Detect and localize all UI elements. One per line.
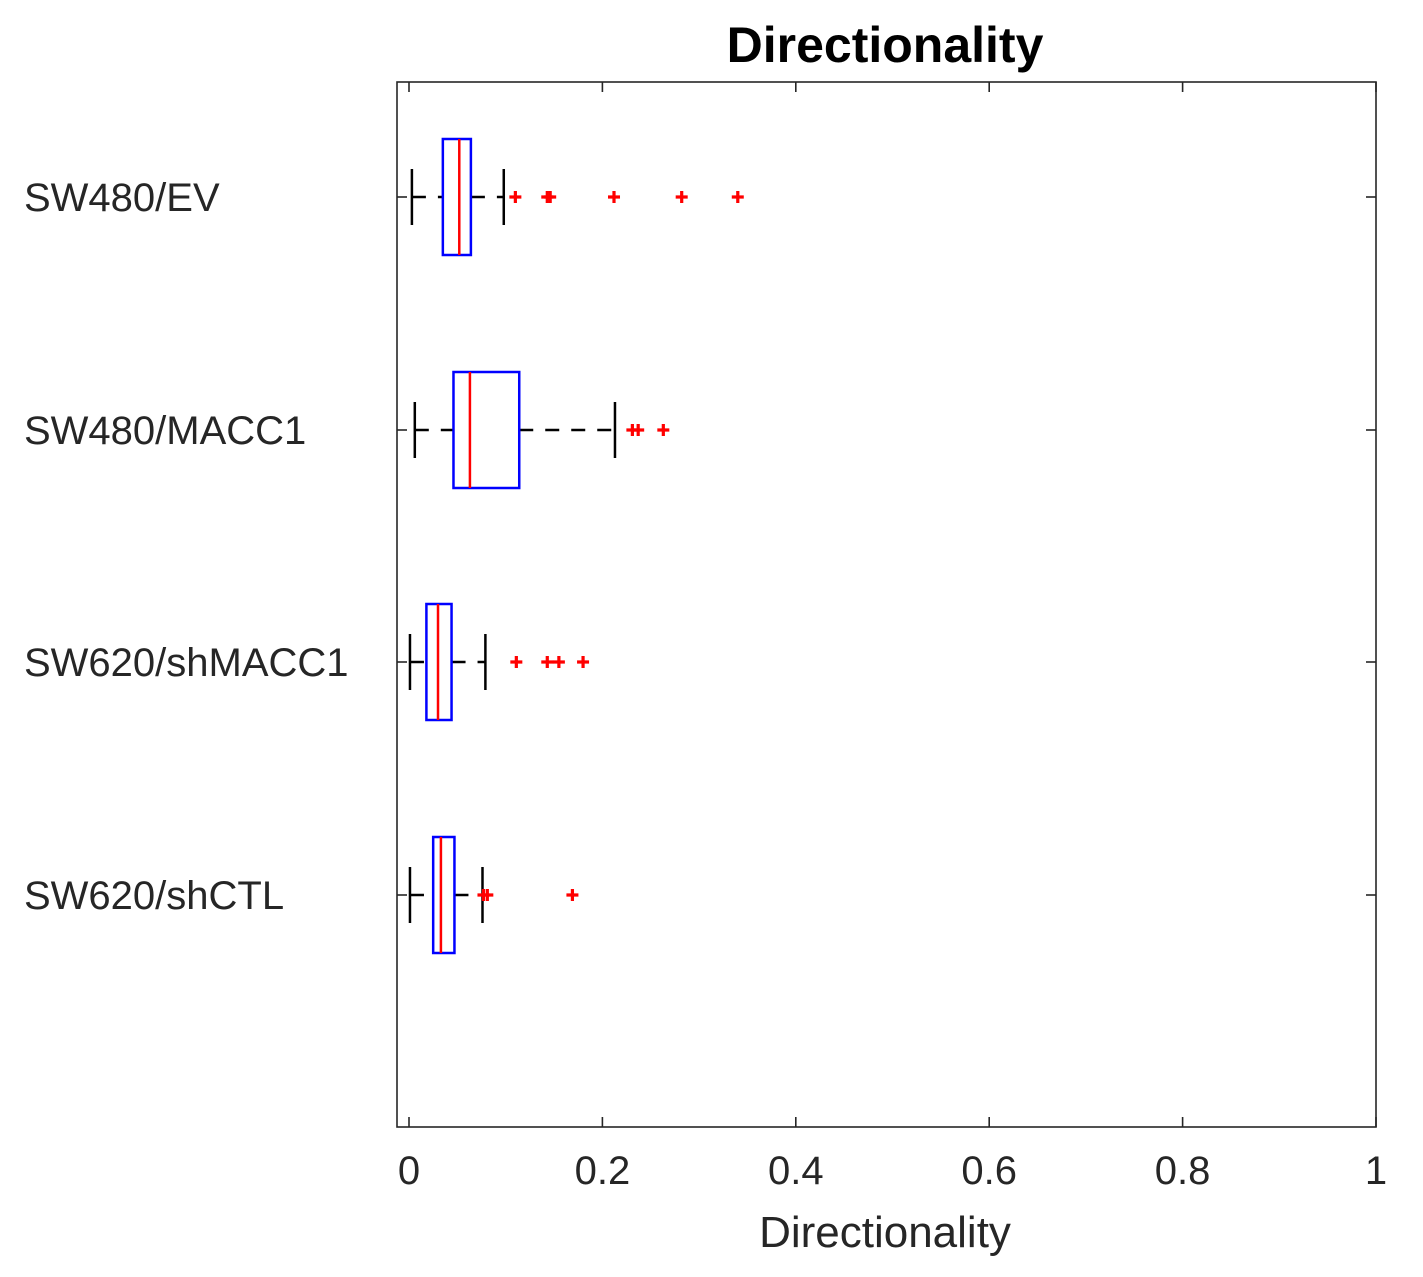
outlier-point [541, 656, 554, 668]
iqr-box [452, 370, 521, 490]
outlier-point [552, 656, 565, 668]
outlier-point [731, 191, 744, 203]
category-label: SW480/MACC1 [24, 409, 306, 453]
boxplot-group [413, 370, 670, 490]
outlier-point [632, 424, 645, 436]
outlier-point [509, 191, 522, 203]
outlier-point [510, 656, 523, 668]
boxplot-group [408, 602, 590, 722]
iqr-box [431, 835, 456, 955]
x-tick-label: 0 [398, 1149, 420, 1193]
category-label: SW620/shCTL [24, 874, 284, 918]
x-axis-label: Directionality [759, 1208, 1011, 1257]
x-tick-label: 1 [1365, 1149, 1387, 1193]
boxplot-group [410, 137, 744, 257]
outlier-point [608, 191, 621, 203]
outlier-point [566, 889, 579, 901]
chart-title: Directionality [727, 17, 1044, 73]
x-tick-label: 0.6 [961, 1149, 1017, 1193]
outlier-point [577, 656, 590, 668]
outlier-point [675, 191, 688, 203]
boxplot-group [408, 835, 579, 955]
plot-area [396, 81, 1377, 1128]
outlier-point [481, 889, 494, 901]
iqr-box [441, 137, 473, 257]
category-label: SW620/shMACC1 [24, 641, 349, 685]
outlier-point [544, 191, 557, 203]
x-tick-label: 0.8 [1155, 1149, 1211, 1193]
x-tick-label: 0.4 [768, 1149, 824, 1193]
category-label: SW480/EV [24, 176, 220, 220]
outlier-point [657, 424, 670, 436]
x-tick-label: 0.2 [575, 1149, 631, 1193]
